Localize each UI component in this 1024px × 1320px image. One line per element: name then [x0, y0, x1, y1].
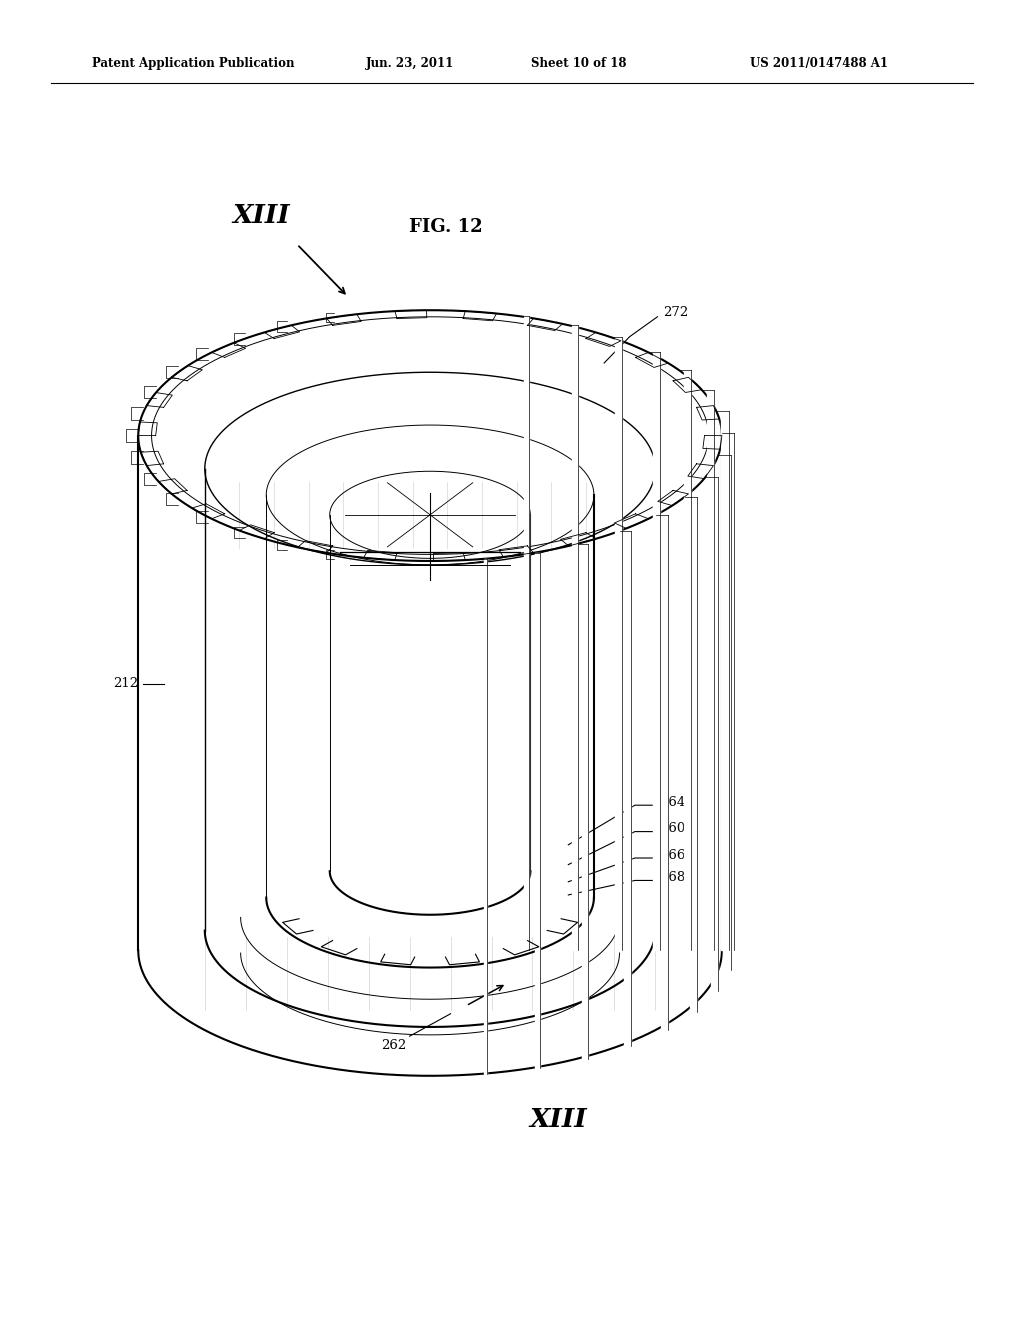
Polygon shape: [723, 455, 730, 970]
Polygon shape: [707, 389, 714, 950]
Text: Sheet 10 of 18: Sheet 10 of 18: [530, 57, 627, 70]
Text: 272: 272: [664, 306, 689, 319]
Polygon shape: [524, 317, 528, 950]
Text: 212: 212: [113, 677, 138, 690]
Polygon shape: [684, 370, 691, 950]
Text: 264: 264: [660, 796, 686, 809]
Polygon shape: [535, 553, 541, 1068]
Polygon shape: [653, 352, 660, 950]
Polygon shape: [690, 496, 696, 1011]
Text: Jun. 23, 2011: Jun. 23, 2011: [366, 57, 454, 70]
Polygon shape: [722, 411, 728, 950]
Text: XIII: XIII: [529, 1107, 587, 1131]
Text: US 2011/0147488 A1: US 2011/0147488 A1: [751, 57, 888, 70]
Text: Patent Application Publication: Patent Application Publication: [92, 57, 295, 70]
Polygon shape: [582, 544, 589, 1059]
Text: 266: 266: [660, 849, 686, 862]
Polygon shape: [625, 531, 631, 1045]
Text: 268: 268: [660, 871, 686, 884]
Text: 260: 260: [660, 822, 686, 836]
Polygon shape: [615, 337, 622, 950]
Text: FIG. 12: FIG. 12: [409, 218, 482, 236]
Polygon shape: [483, 560, 487, 1074]
Polygon shape: [660, 515, 668, 1030]
Text: XIII: XIII: [232, 203, 290, 227]
Polygon shape: [711, 477, 718, 991]
Text: 262: 262: [382, 1039, 407, 1052]
Polygon shape: [727, 433, 734, 950]
Polygon shape: [572, 325, 579, 950]
